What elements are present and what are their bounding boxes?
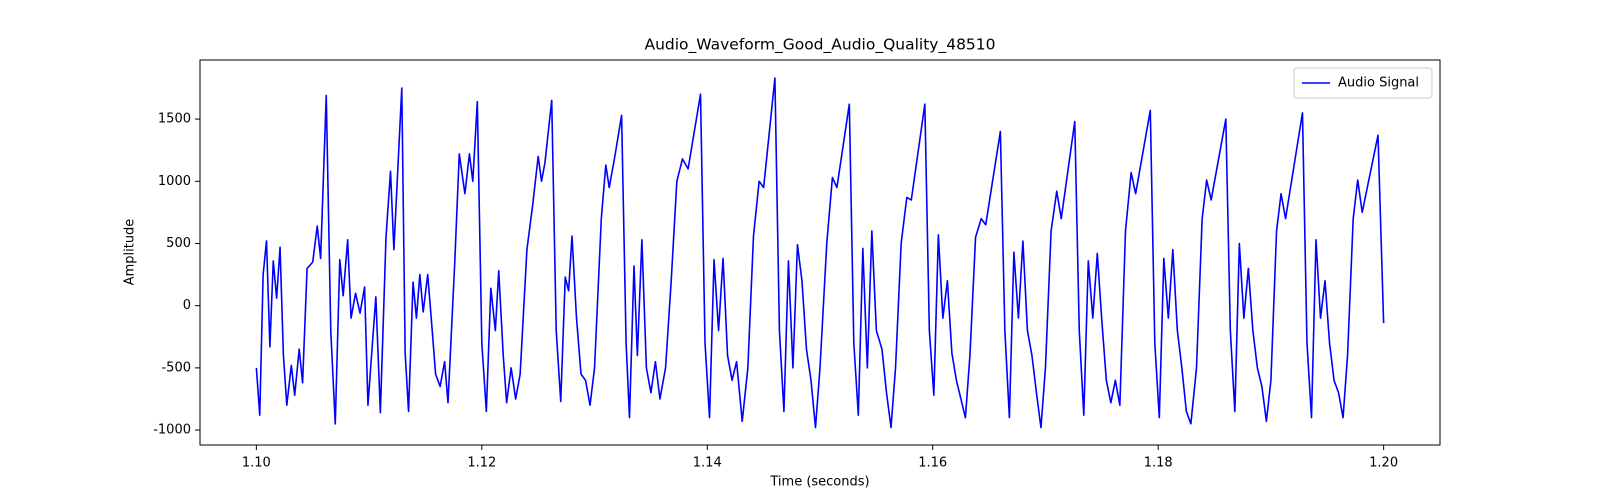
- y-tick-label: 1500: [158, 112, 191, 127]
- chart-title: Audio_Waveform_Good_Audio_Quality_48510: [644, 36, 995, 55]
- x-tick-label: 1.12: [467, 456, 496, 471]
- x-tick-label: 1.18: [1144, 456, 1173, 471]
- y-tick-label: 500: [166, 236, 191, 251]
- line-series: [255, 77, 1385, 429]
- plot-frame: [199, 59, 1441, 446]
- legend-box: [1293, 67, 1433, 99]
- y-tick-label: -1000: [153, 423, 191, 438]
- x-tick-label: 1.14: [693, 456, 722, 471]
- y-tick-label: -500: [161, 360, 191, 375]
- x-tick-label: 1.20: [1369, 456, 1398, 471]
- x-tick-label: 1.10: [242, 456, 271, 471]
- y-tick-label: 0: [183, 298, 191, 313]
- x-tick-label: 1.16: [918, 456, 947, 471]
- y-axis-label: Amplitude: [123, 219, 138, 286]
- legend-label: Audio Signal: [1338, 76, 1419, 91]
- y-tick-label: 1000: [158, 174, 191, 189]
- x-axis-label: Time (seconds): [769, 475, 869, 490]
